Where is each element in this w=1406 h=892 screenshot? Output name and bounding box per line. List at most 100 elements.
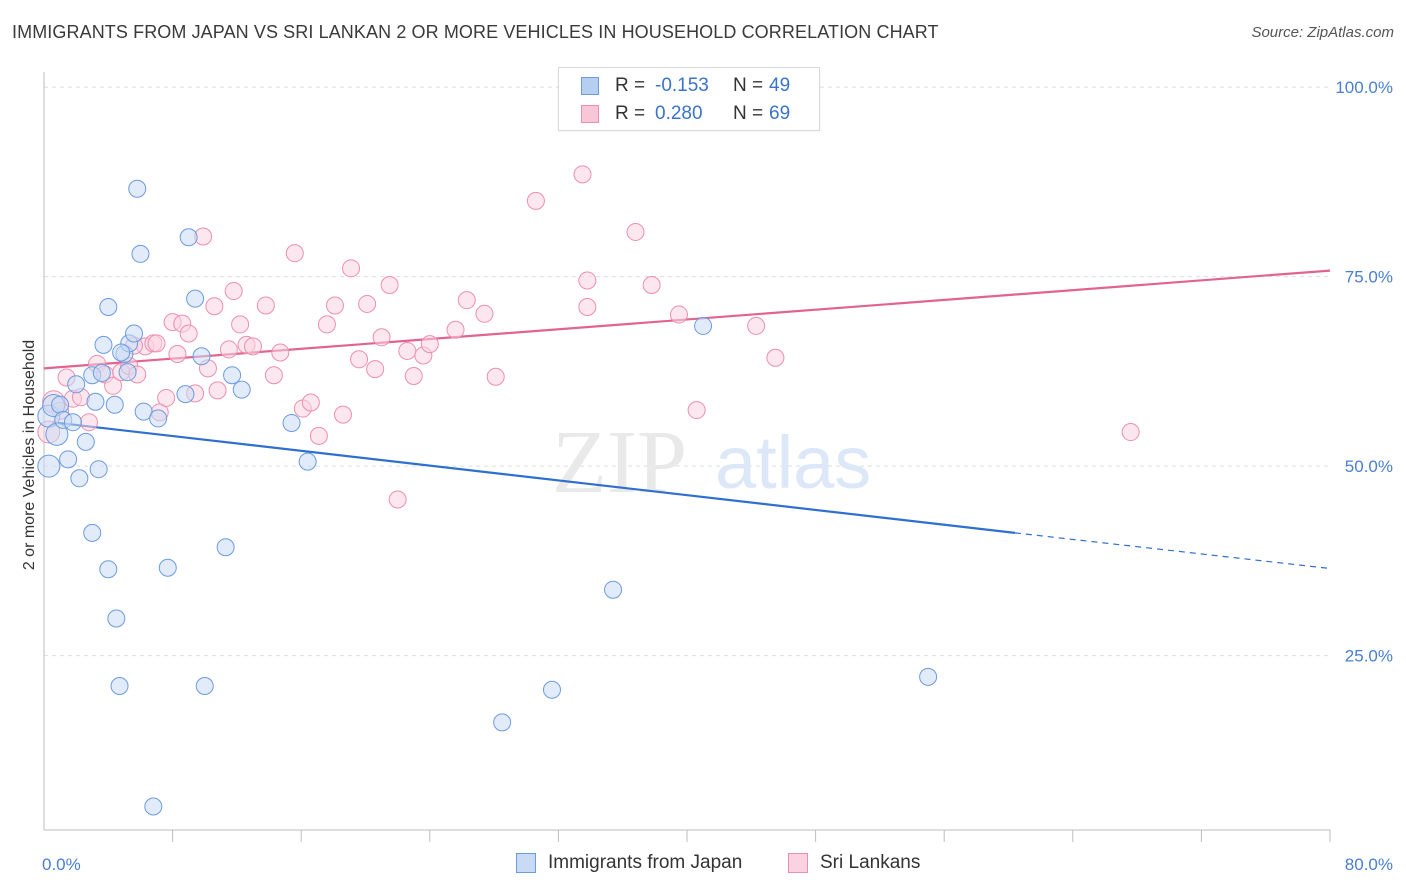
legend-n-label: N = [733, 75, 764, 96]
data-point [131, 244, 150, 263]
data-point [59, 450, 78, 469]
trend-line-extension-0 [1014, 532, 1331, 570]
data-point [76, 432, 95, 451]
legend-n-label: N = [733, 103, 764, 124]
data-point [282, 413, 301, 432]
data-point [493, 713, 512, 732]
watermark-atlas: atlas [715, 421, 871, 504]
data-point [195, 676, 214, 695]
data-point [366, 360, 385, 379]
data-point [63, 413, 82, 432]
data-point [168, 344, 187, 363]
data-point [626, 222, 645, 241]
data-point [919, 667, 938, 686]
data-point [256, 296, 275, 315]
data-point [358, 294, 377, 313]
data-point [179, 324, 198, 343]
data-point [128, 179, 147, 198]
legend-swatch-srilankans [788, 853, 808, 873]
axes-layer [43, 72, 1331, 842]
data-point [176, 385, 195, 404]
data-point [475, 304, 494, 323]
data-point [1121, 423, 1140, 442]
data-point [317, 315, 336, 334]
data-point [486, 367, 505, 386]
ticks-layer: 100.0% 75.0% 50.0% 25.0% 0.0% 80.0% [42, 78, 1393, 874]
data-point [112, 343, 131, 362]
data-point [107, 609, 126, 628]
data-point [99, 297, 118, 316]
data-point [285, 244, 304, 263]
data-point [264, 366, 283, 385]
data-point [687, 401, 706, 420]
data-point [232, 380, 251, 399]
watermark-zip: ZIP [552, 413, 687, 512]
x-tick-label: 0.0% [42, 855, 81, 874]
data-point [92, 363, 111, 382]
legend-item-srilankans: Sri Lankans [788, 852, 920, 874]
data-point [301, 393, 320, 412]
data-point [86, 392, 105, 411]
data-point [420, 335, 439, 354]
legend-r-label: R = [615, 75, 646, 96]
data-point [219, 340, 238, 359]
chart-source: Source: ZipAtlas.com [1251, 24, 1394, 41]
data-point [747, 316, 766, 335]
data-point [94, 335, 113, 354]
legend-row-srilankans: R = 0.280 N = 69 [581, 102, 791, 126]
data-point [205, 297, 224, 316]
data-point [604, 580, 623, 599]
chart-title: IMMIGRANTS FROM JAPAN VS SRI LANKAN 2 OR… [12, 22, 939, 42]
data-point [144, 797, 163, 816]
data-point [342, 259, 361, 278]
data-point [192, 347, 211, 366]
data-point [51, 395, 70, 414]
legend-item-japan: Immigrants from Japan [516, 852, 742, 874]
data-point [446, 320, 465, 339]
data-point [325, 296, 344, 315]
legend-n-value: 49 [769, 75, 791, 96]
data-point [186, 289, 205, 308]
data-point [398, 341, 417, 360]
legend-bottom: Immigrants from Japan Sri Lankans [0, 852, 1406, 878]
y-tick-label: 25.0% [1345, 647, 1393, 666]
legend-r-label: R = [615, 103, 646, 124]
legend-swatch-japan [581, 77, 599, 95]
data-point [149, 409, 168, 428]
data-point [216, 538, 235, 557]
data-point [67, 375, 86, 394]
legend-r-value: 0.280 [655, 103, 703, 124]
y-tick-label: 50.0% [1345, 457, 1393, 476]
data-point [80, 413, 99, 432]
legend-n-value: 69 [769, 103, 791, 124]
data-point [457, 291, 476, 310]
data-point [298, 452, 317, 471]
data-point [350, 350, 369, 369]
legend-row-japan: R = -0.153 N = 49 [581, 74, 791, 98]
data-point [404, 366, 423, 385]
data-point [766, 348, 785, 367]
legend-label-srilankans: Sri Lankans [820, 852, 921, 873]
data-point [231, 315, 250, 334]
data-point [333, 405, 352, 424]
data-point [224, 282, 243, 301]
data-point [83, 523, 102, 542]
legend-top: R = -0.153 N = 49 R = 0.280 N = 69 [558, 67, 820, 131]
trend-line-0 [51, 421, 1016, 534]
data-point [134, 402, 153, 421]
data-point [578, 271, 597, 290]
y-tick-label: 75.0% [1345, 268, 1393, 287]
data-point [147, 334, 166, 353]
data-point [125, 324, 144, 343]
data-point [526, 191, 545, 210]
data-point [223, 366, 242, 385]
data-point [578, 297, 597, 316]
data-point [157, 388, 176, 407]
data-point [642, 275, 661, 294]
data-point [271, 343, 290, 362]
data-point [380, 275, 399, 294]
data-point [372, 328, 391, 347]
data-point [179, 228, 198, 247]
data-point [158, 558, 177, 577]
